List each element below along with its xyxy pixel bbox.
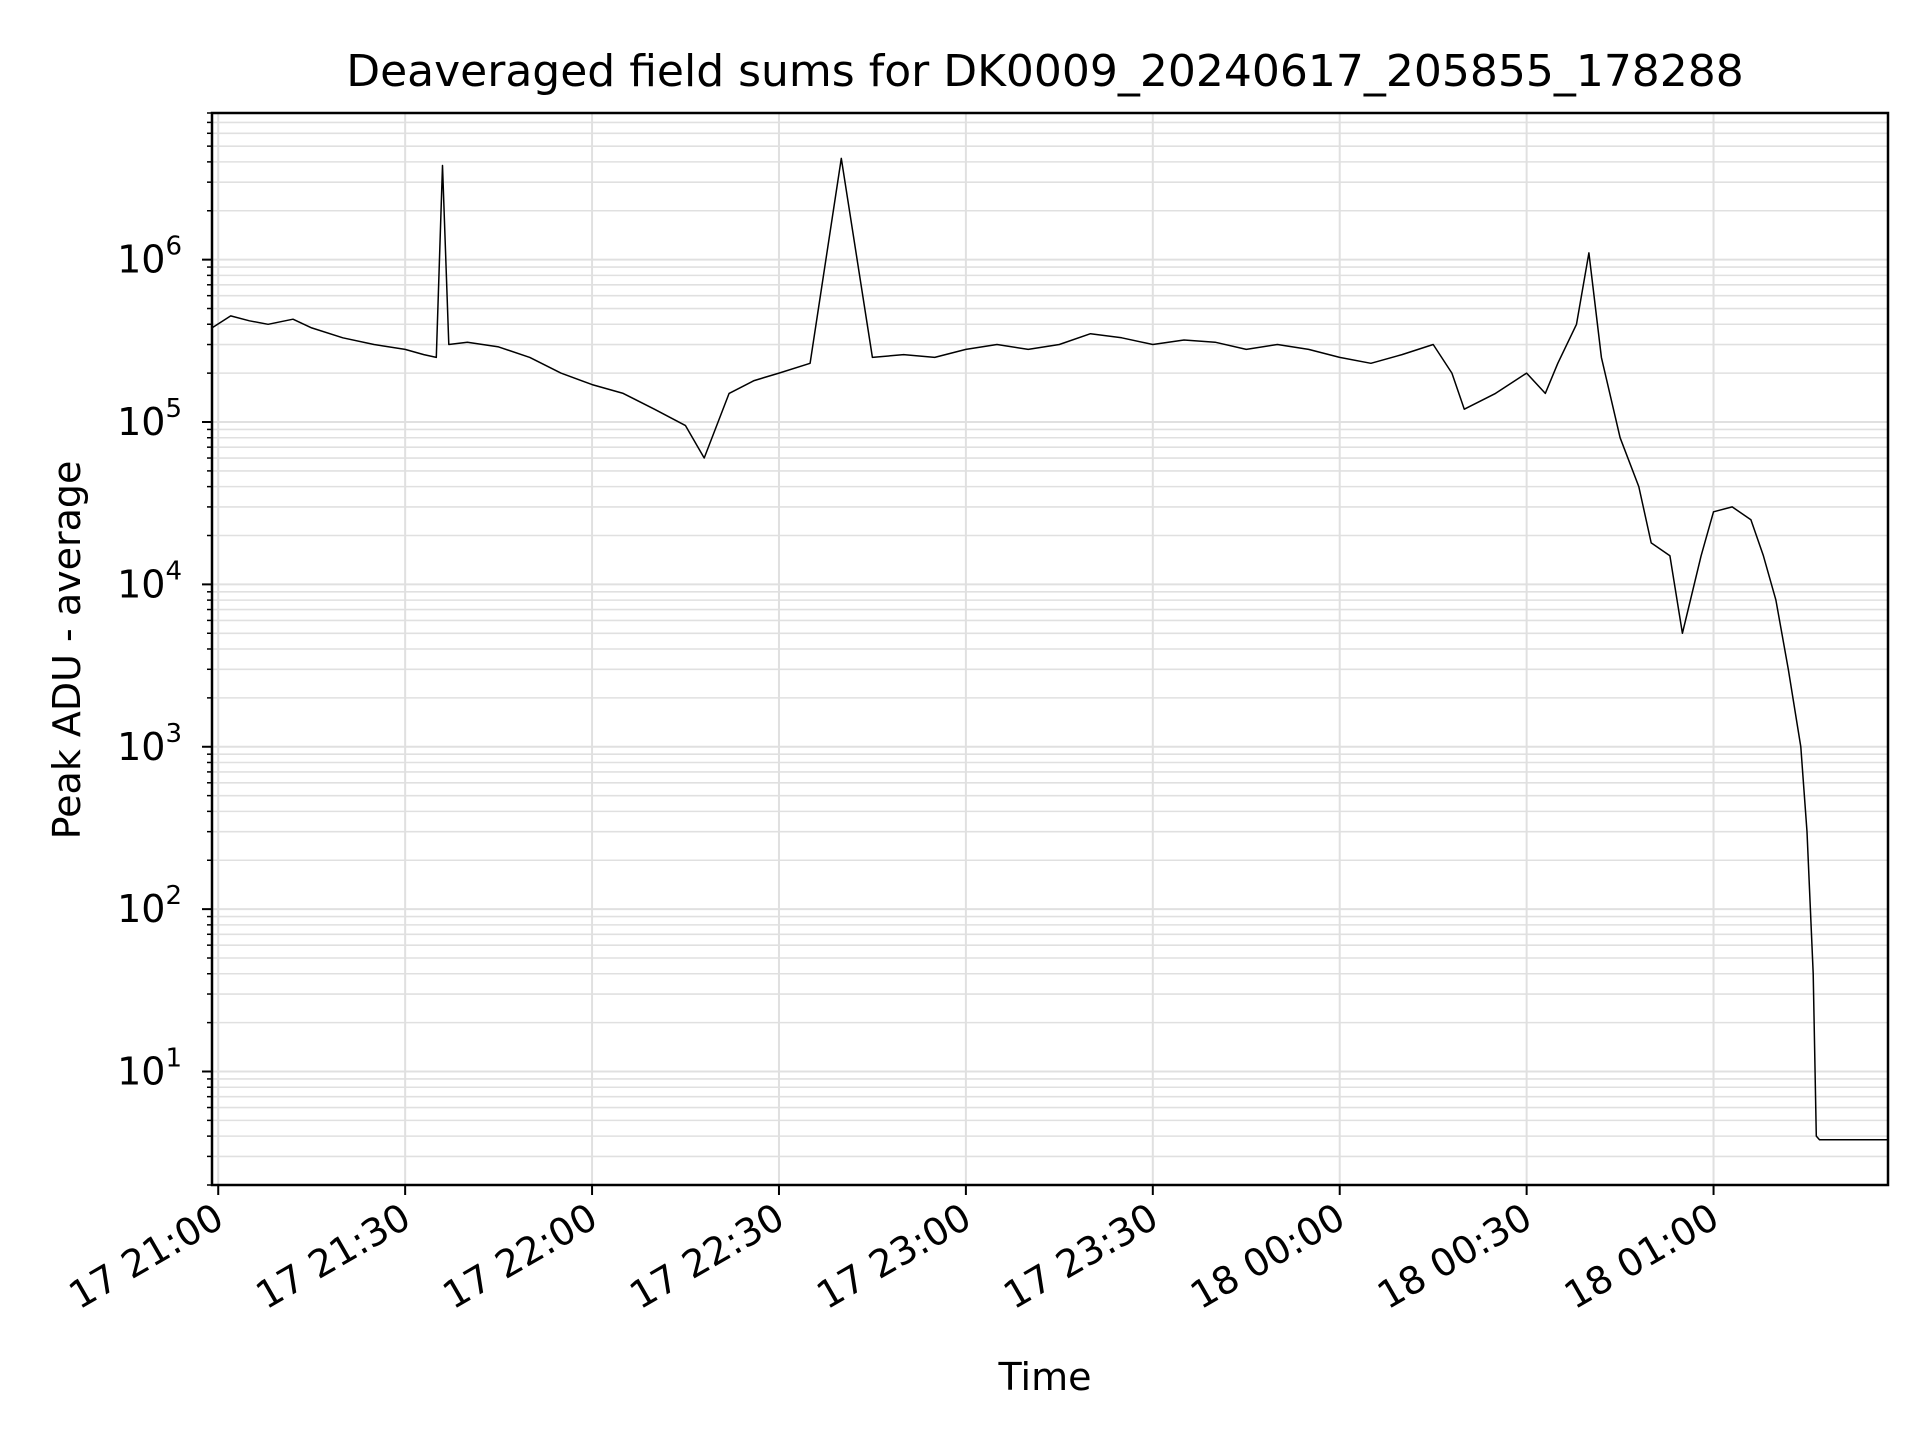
y-tick-label: 102 — [117, 881, 182, 931]
y-tick-label: 103 — [117, 719, 182, 769]
y-axis-ticks: 101 102 103 104 105 106 — [117, 112, 212, 1186]
series-line-0 — [211, 157, 1888, 1141]
y-axis-label: Peak ADU - average — [45, 461, 89, 840]
y-tick-label: 101 — [117, 1044, 182, 1094]
y-tick-label: 104 — [117, 556, 182, 606]
x-axis-label: Time — [998, 1355, 1092, 1399]
y-tick-label: 105 — [117, 394, 182, 444]
y-tick-label: 106 — [117, 232, 182, 282]
grid — [212, 112, 1888, 1186]
chart-title: Deaveraged field sums for DK0009_2024061… — [346, 46, 1744, 97]
data-layer — [211, 157, 1888, 1141]
